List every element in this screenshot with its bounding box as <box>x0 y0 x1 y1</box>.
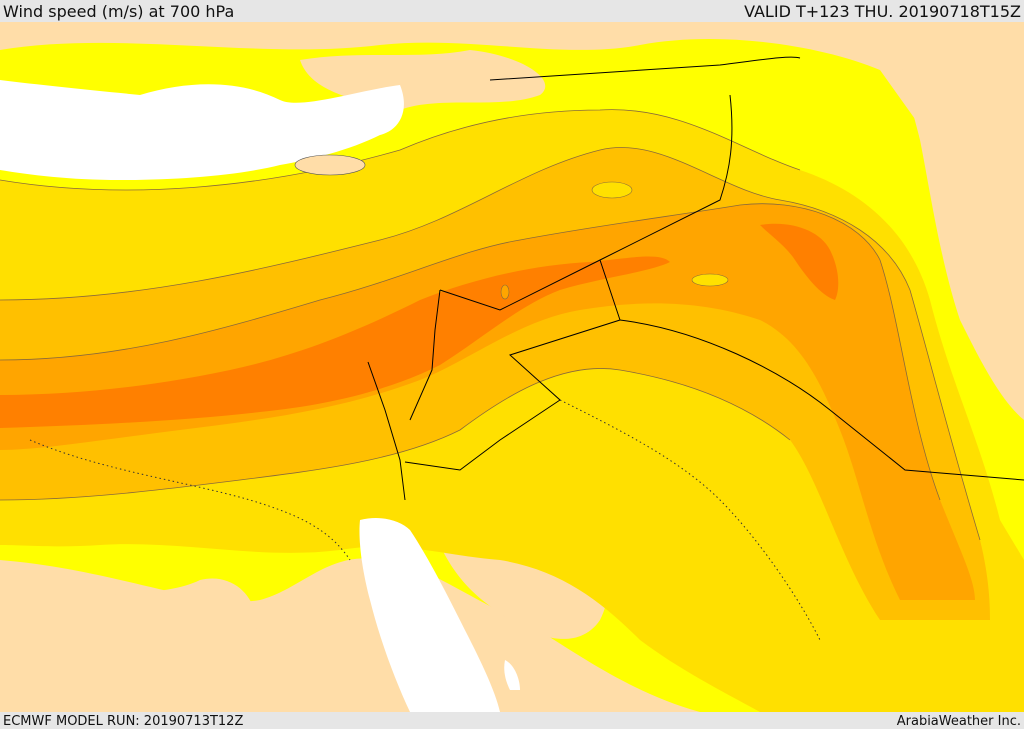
red-sea <box>359 518 500 712</box>
contour-line-2 <box>0 203 941 501</box>
map-title: Wind speed (m/s) at 700 hPa <box>3 1 235 21</box>
land-patch-east <box>900 30 1024 420</box>
mediterranean-sea <box>0 80 404 180</box>
contour-line-4 <box>0 109 801 191</box>
map-header: Wind speed (m/s) at 700 hPa VALID T+123 … <box>0 0 1024 22</box>
small-blob-3 <box>500 284 510 300</box>
border-line-egypt-israel <box>367 361 406 501</box>
aqaba-gulf-inlet <box>504 660 520 690</box>
wind-speed-map[interactable] <box>0 22 1024 712</box>
small-blob-2 <box>691 273 729 287</box>
map-footer: ECMWF MODEL RUN: 20190713T12Z ArabiaWeat… <box>0 713 1024 729</box>
border-line-iraq-saudi <box>619 319 1024 481</box>
small-blob-1 <box>591 181 633 199</box>
border-line-north <box>489 56 801 81</box>
wind-band-dark-orange <box>0 256 670 428</box>
wind-core-east <box>760 223 839 300</box>
contour-line-1 <box>0 147 981 541</box>
border-line-syria-iraq <box>439 94 733 311</box>
wind-band-orange <box>0 203 975 601</box>
model-run: ECMWF MODEL RUN: 20190713T12Z <box>3 713 244 729</box>
contour-line-3 <box>0 368 791 501</box>
border-line-levant <box>409 289 441 421</box>
cyprus-island <box>294 154 366 176</box>
land-patch-south-west <box>0 578 260 712</box>
map-canvas <box>0 22 1024 712</box>
valid-time: VALID T+123 THU. 20190718T15Z <box>744 1 1021 21</box>
provider-credit: ArabiaWeather Inc. <box>896 713 1021 729</box>
border-line-dotted-arabia <box>559 399 821 641</box>
